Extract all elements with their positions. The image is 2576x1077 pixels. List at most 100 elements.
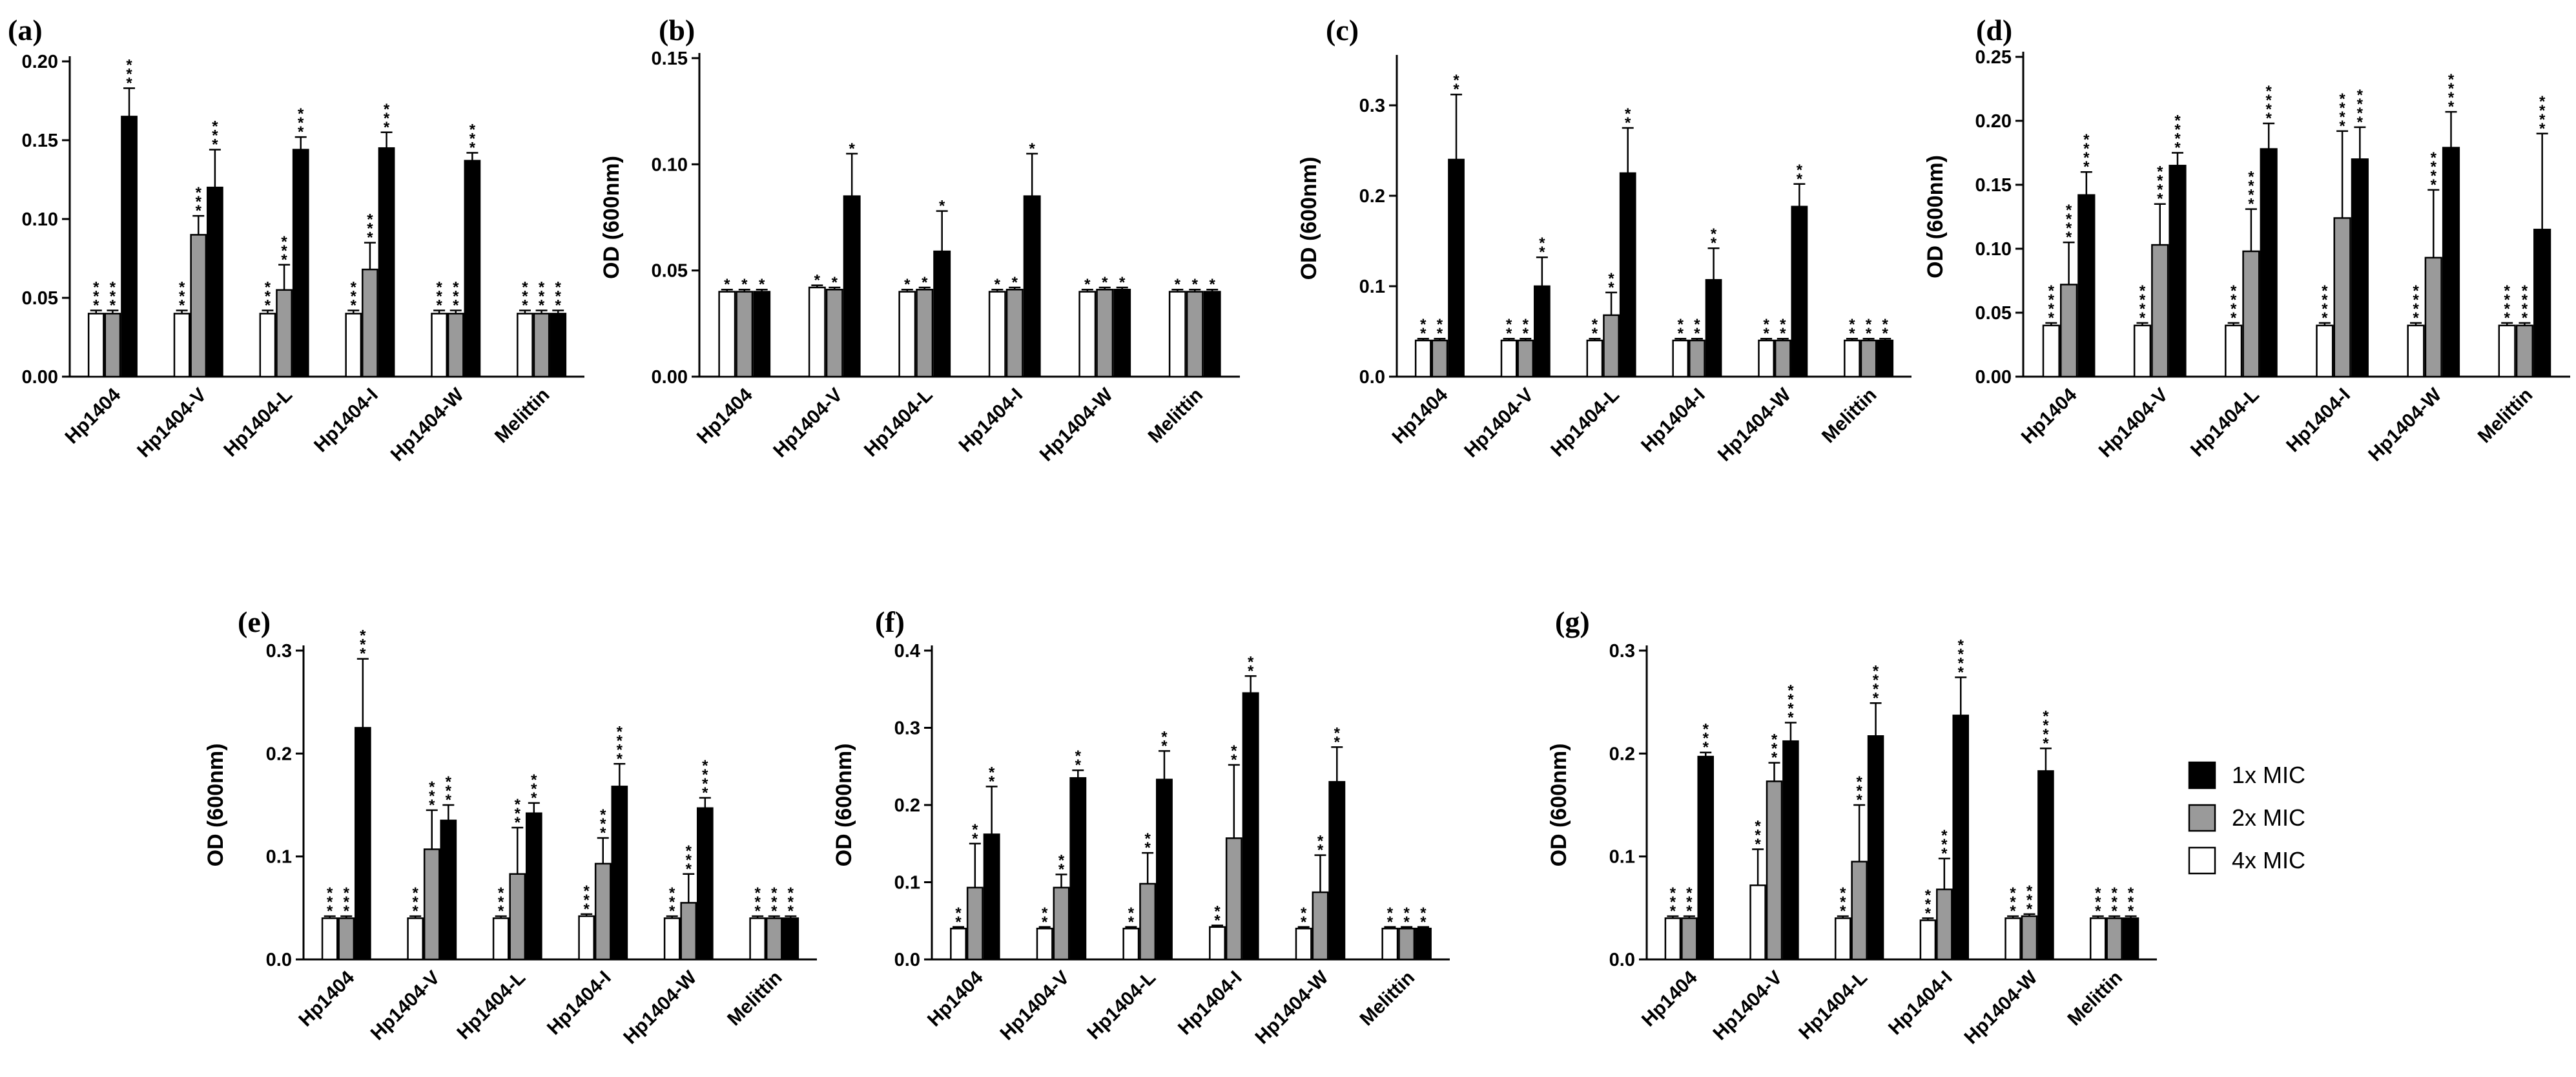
significance-star: *	[1711, 225, 1717, 243]
significance-star: *	[126, 56, 132, 74]
bar-group: *********	[407, 773, 457, 961]
significance-star: *	[212, 127, 218, 145]
y-tick-label: 0.05	[652, 261, 688, 282]
bar-group: *********	[517, 279, 567, 378]
legend-entry: 4x MIC	[2188, 846, 2305, 875]
significance-star: *	[265, 288, 271, 306]
significance-star: *	[2095, 894, 2101, 911]
bar	[1851, 861, 1868, 961]
significance-star: *	[1334, 724, 1341, 742]
bar	[2151, 244, 2169, 378]
significance-star: *	[1042, 914, 1048, 931]
significance-star: *	[617, 750, 623, 768]
legend-label: 4x MIC	[2232, 847, 2305, 873]
significance-star: *	[2048, 282, 2055, 300]
bar	[492, 917, 510, 961]
significance-star: *	[2265, 83, 2272, 100]
significance-star: *	[1029, 140, 1036, 158]
significance-star: *	[453, 297, 459, 315]
bar	[1664, 917, 1682, 961]
bar	[1867, 735, 1884, 961]
panel-label: (g)	[1555, 605, 1590, 638]
significance-star: *	[2504, 282, 2510, 300]
significance-star: *	[1958, 654, 1964, 672]
significance-star: *	[281, 242, 287, 260]
significance-star: *	[2539, 120, 2546, 138]
category-label: Hp1404	[294, 967, 358, 1030]
bar	[431, 313, 448, 378]
category-label: Hp1404-V	[367, 967, 444, 1045]
significance-star: *	[617, 723, 623, 740]
significance-star: *	[110, 279, 116, 297]
significance-star: *	[196, 202, 202, 220]
bar	[292, 149, 309, 378]
significance-star: *	[2157, 173, 2163, 190]
category-label: Hp1404-I	[1174, 967, 1246, 1040]
bar	[898, 291, 916, 378]
significance-star: *	[2322, 282, 2328, 300]
significance-star: *	[1763, 325, 1769, 342]
significance-star: *	[531, 780, 537, 798]
bar	[2407, 324, 2425, 378]
significance-star: *	[1214, 912, 1221, 929]
bar	[983, 833, 1000, 961]
bar-group: ******	[1500, 235, 1551, 378]
bar	[2424, 256, 2442, 378]
significance-star: *	[327, 903, 333, 920]
significance-star: *	[1941, 836, 1948, 853]
significance-star: *	[1873, 662, 1879, 680]
bar	[1619, 172, 1636, 378]
significance-star: *	[281, 233, 287, 251]
category-label: Hp1404-I	[1637, 384, 1709, 457]
y-tick-label: 0.1	[894, 873, 920, 894]
significance-star: *	[1873, 689, 1879, 707]
bar-group: ******	[1758, 162, 1808, 378]
significance-star: *	[1420, 904, 1427, 922]
bar	[525, 812, 542, 961]
significance-star: *	[1941, 827, 1948, 844]
significance-star: *	[2448, 80, 2455, 98]
legend-entry: 1x MIC	[2188, 761, 2305, 789]
category-label: Hp1404-L	[453, 967, 530, 1044]
significance-star: *	[2010, 884, 2016, 902]
significance-star: *	[1670, 894, 1676, 911]
bar	[1431, 339, 1448, 378]
significance-star: *	[1678, 316, 1684, 333]
category-label: Hp1404-V	[2095, 384, 2172, 462]
category-label: Hp1404-I	[954, 384, 1027, 457]
bar	[2169, 165, 2187, 378]
bar-group: *********	[173, 118, 223, 378]
significance-star: *	[2265, 110, 2272, 127]
category-label: Hp1404-W	[2364, 384, 2446, 465]
significance-star: *	[469, 121, 476, 139]
significance-star: *	[344, 884, 350, 902]
significance-star: *	[522, 297, 528, 315]
significance-star: *	[1771, 740, 1778, 758]
legend-swatch	[2188, 761, 2216, 789]
significance-star: *	[686, 852, 692, 869]
bar	[1242, 692, 1259, 961]
significance-star: *	[1012, 274, 1018, 291]
significance-star: *	[1866, 325, 1872, 342]
bar	[825, 288, 843, 378]
significance-star: *	[2322, 300, 2328, 318]
bar-group: * * *	[988, 140, 1041, 378]
significance-star: *	[1788, 682, 1794, 700]
significance-star: *	[1925, 904, 1932, 922]
significance-star: *	[2357, 114, 2364, 131]
significance-star: *	[2431, 176, 2437, 194]
y-tick-label: 0.1	[1359, 277, 1385, 297]
significance-star: *	[2083, 131, 2090, 149]
bar	[1672, 339, 1689, 378]
panel-label: (e)	[238, 605, 271, 638]
significance-star: *	[994, 276, 1001, 293]
significance-star: *	[771, 894, 778, 911]
bar	[1877, 339, 1894, 378]
bar-group: *********	[345, 101, 395, 378]
bar	[1586, 339, 1603, 378]
significance-star: *	[1102, 274, 1108, 291]
significance-star: *	[1592, 316, 1598, 333]
category-label: Melittin	[2474, 384, 2537, 448]
bar-group: ******	[1122, 728, 1173, 961]
bar	[2089, 917, 2107, 961]
